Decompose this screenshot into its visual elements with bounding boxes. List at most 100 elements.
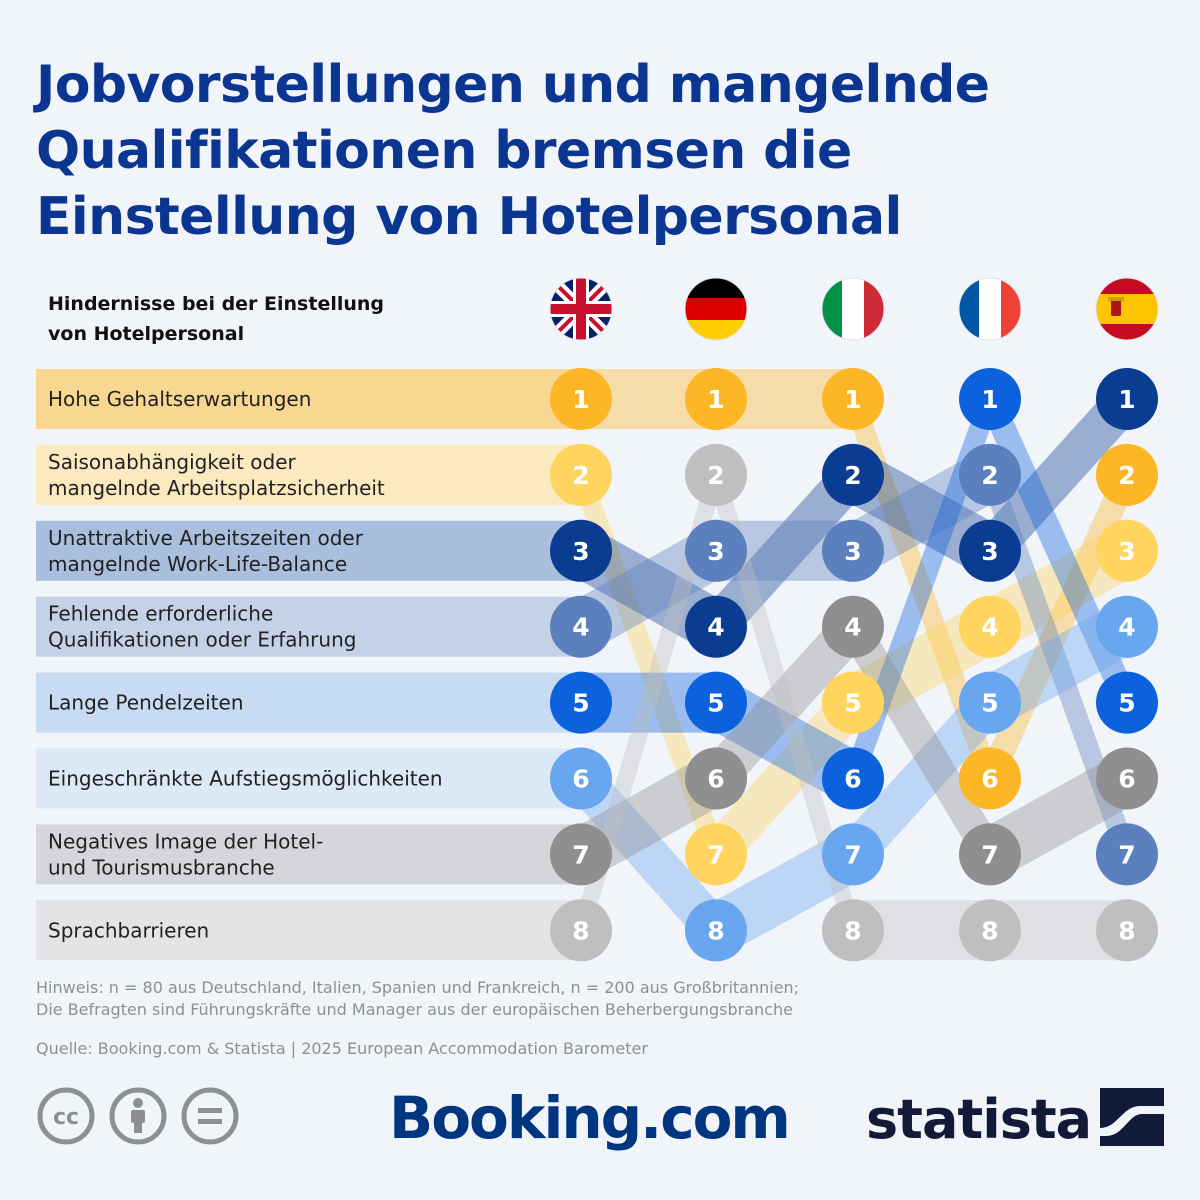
rank-circle [1096,747,1158,810]
rank-circle [685,595,747,658]
rank-circle [959,519,1021,582]
rank-ribbon [716,444,853,961]
rank-circle [822,595,884,658]
rank-label: 3 [572,537,589,566]
rank-circle [959,368,1021,430]
page-title: Jobvorstellungen und mangelnde Qualifika… [36,52,1166,250]
row-label-line: Hohe Gehaltserwartungen [48,387,311,411]
rank-circle [685,671,747,734]
rank-label: 8 [981,916,998,945]
rank-label: 7 [981,840,998,869]
rank-circle [685,823,747,886]
rank-label: 7 [707,840,724,869]
rank-circle [685,747,747,810]
rank-ribbon [581,748,716,885]
svg-text:cc: cc [53,1105,79,1130]
rank-label: 2 [572,461,589,490]
rank-ribbon [716,596,853,809]
rank-label: 2 [981,461,998,490]
rank-ribbon [853,596,990,733]
row-band [36,824,581,885]
rank-circle [550,899,612,962]
rank-ribbon [990,444,1127,809]
rank-circle [1096,368,1158,430]
rank-label: 8 [707,916,724,945]
rank-label: 2 [707,461,724,490]
row-label-line: und Tourismusbranche [48,855,275,879]
booking-logo: Booking.com [389,1084,791,1152]
row-band [36,444,581,505]
rank-ribbon [990,369,1127,581]
rank-label: 8 [1118,916,1135,945]
rank-circle [959,899,1021,962]
row-label-line: Saisonabhängigkeit oder [48,450,297,474]
rank-circle [822,671,884,734]
rank-circle [822,899,884,962]
rank-ribbon [990,444,1127,885]
rank-label: 8 [572,916,589,945]
rank-label: 5 [707,689,724,718]
rank-circle [685,899,747,962]
rank-label: 5 [981,689,998,718]
title-line: Jobvorstellungen und mangelnde [36,55,990,115]
rank-circle [550,443,612,506]
rank-circle [822,747,884,810]
rank-label: 6 [707,765,724,794]
rank-circle [1096,443,1158,506]
row-label: Unattraktive Arbeitszeiten oder mangelnde… [48,526,364,576]
rank-label: 4 [572,613,589,642]
subtitle-line: von Hotelpersonal [48,323,245,345]
rank-ribbon [990,520,1127,657]
rank-label: 2 [1118,461,1135,490]
rank-label: 3 [981,537,998,566]
rank-label: 2 [844,461,861,490]
rank-ribbon [990,748,1127,885]
no-derivatives-icon [181,1087,239,1145]
rank-ribbon [581,444,716,961]
rank-label: 1 [572,385,589,414]
rank-label: 7 [1118,840,1135,869]
row-label: Sprachbarrieren [48,918,209,942]
rank-circle [1096,595,1158,658]
statista-mark-icon [1100,1088,1164,1146]
rank-ribbon [716,444,853,657]
chart-subtitle: Hindernisse bei der Einstellung von Hote… [48,289,468,349]
rank-circle [959,595,1021,658]
rank-ribbon [581,520,716,657]
rank-ribbon [581,444,716,885]
rank-circle [822,823,884,886]
rank-ribbon [716,672,853,885]
rank-ribbon [853,444,990,581]
rank-ribbon [581,520,716,657]
rank-ribbon [716,520,853,581]
rank-label: 4 [707,613,724,642]
row-label: Hohe Gehaltserwartungen [48,387,311,411]
rank-circle [550,595,612,658]
rank-circle [550,823,612,886]
row-label: Saisonabhängigkeit oder mangelnde Arbeits… [48,450,385,500]
row-band [36,900,581,961]
rank-circle [822,519,884,582]
rank-label: 3 [707,537,724,566]
rank-circle [1096,671,1158,734]
rank-label: 6 [844,765,861,794]
rank-label: 1 [844,385,861,414]
rank-ribbon [716,672,853,809]
rank-label: 6 [1118,765,1135,794]
rank-label: 3 [844,537,861,566]
rank-label: 1 [1118,385,1135,414]
rank-ribbon [581,369,716,429]
rank-label: 7 [572,840,589,869]
rank-circle [550,671,612,734]
rank-circle [550,747,612,810]
row-band [36,369,581,429]
rank-circle [822,443,884,506]
france-flag-icon [958,277,1022,341]
rank-circle [959,443,1021,506]
row-label-line: Qualifikationen oder Erfahrung [48,628,356,652]
rank-label: 5 [1118,689,1135,718]
rank-label: 4 [981,613,998,642]
rank-circle [959,671,1021,734]
row-label-line: Sprachbarrieren [48,918,209,942]
rank-label: 8 [844,916,861,945]
